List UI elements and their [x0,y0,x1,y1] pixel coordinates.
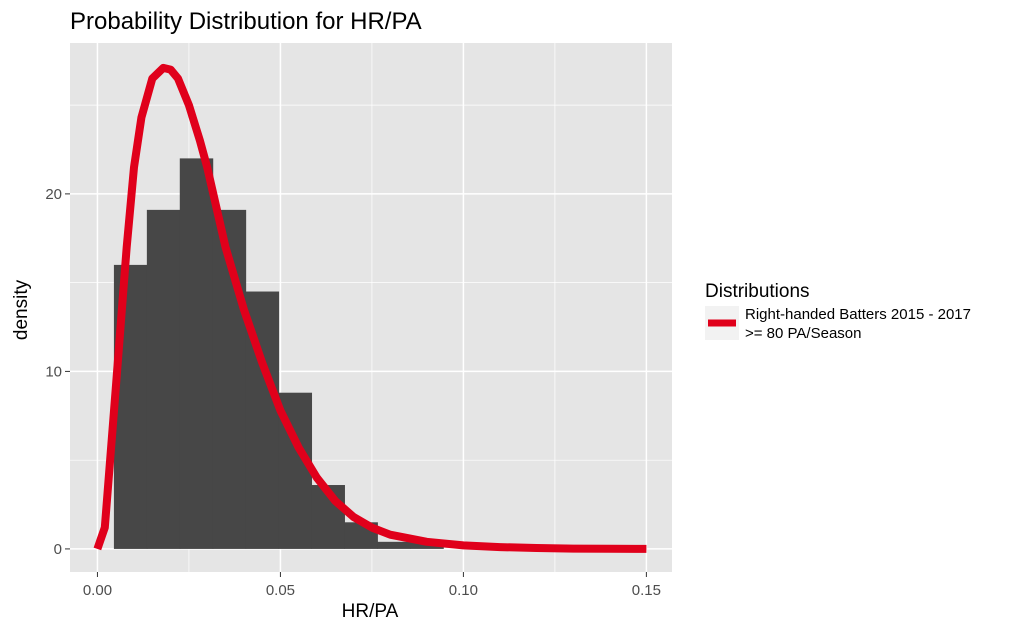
series-line [93,63,647,553]
chart-title: Probability Distribution for HR/PA [70,8,422,35]
histogram-bar [179,158,214,549]
histogram-bar [146,209,181,549]
y-tick-label: 0 [54,541,62,558]
x-axis-title: HR/PA [342,601,399,622]
legend-label-line-2: >= 80 PA/Season [745,325,861,342]
x-axis-ticks: 0.00 0.05 0.10 0.15 [83,572,661,599]
x-tick-label: 0.15 [632,582,661,599]
x-tick-label: 0.10 [449,582,478,599]
y-axis-ticks: 0 10 20 [45,186,70,558]
legend-title: Distributions [705,281,810,302]
x-tick-label: 0.05 [266,582,295,599]
legend: Distributions Right-handed Batters 2015 … [705,281,971,342]
density-line [93,63,647,553]
y-tick-label: 10 [45,363,62,380]
y-axis-title: density [11,279,32,340]
legend-label-line-1: Right-handed Batters 2015 - 2017 [745,306,971,323]
histogram-bar [377,541,411,549]
y-tick-label: 20 [45,186,62,203]
x-tick-label: 0.00 [83,582,112,599]
